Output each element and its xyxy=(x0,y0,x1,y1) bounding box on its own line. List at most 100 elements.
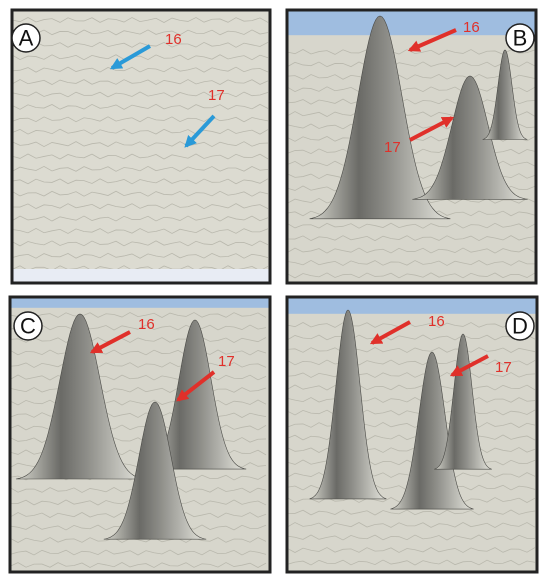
texture xyxy=(12,79,269,85)
texture xyxy=(287,285,535,290)
texture xyxy=(10,412,267,418)
peak-label: 16 xyxy=(165,31,182,48)
surface xyxy=(10,297,270,572)
texture xyxy=(10,399,267,406)
texture xyxy=(287,61,536,68)
panel-border xyxy=(285,295,539,574)
texture xyxy=(287,509,536,516)
texture xyxy=(12,128,269,135)
surface-bg xyxy=(12,10,270,283)
texture xyxy=(10,312,267,318)
panel-letter: B xyxy=(513,26,528,51)
surface xyxy=(287,297,537,572)
panel-letter-badge xyxy=(13,311,43,341)
texture xyxy=(12,41,269,48)
texture xyxy=(287,359,536,366)
peak-label: 16 xyxy=(428,313,445,330)
peak xyxy=(434,333,492,470)
texture xyxy=(287,384,536,391)
texture xyxy=(287,98,536,105)
peak xyxy=(15,313,145,480)
texture xyxy=(12,66,269,73)
arrow xyxy=(176,370,216,402)
texture xyxy=(12,240,269,247)
peak-label: 17 xyxy=(218,353,235,370)
texture xyxy=(287,397,536,403)
arrow xyxy=(184,114,216,148)
panel: C 16 17 xyxy=(8,295,272,574)
peak xyxy=(482,49,528,140)
panel-letter-badge xyxy=(11,23,41,53)
texture xyxy=(287,559,536,566)
texture xyxy=(287,272,536,279)
texture xyxy=(12,215,269,222)
surface-far xyxy=(287,313,537,572)
panel-letter: D xyxy=(512,314,528,339)
texture xyxy=(12,116,269,123)
texture xyxy=(12,17,269,23)
arrow xyxy=(369,320,411,345)
panel: B 16 17 xyxy=(285,8,538,290)
texture xyxy=(12,203,269,210)
floor xyxy=(12,269,270,283)
texture xyxy=(287,235,536,242)
texture xyxy=(287,73,536,80)
texture xyxy=(287,247,536,254)
peak-label: 17 xyxy=(208,87,225,104)
surface xyxy=(12,10,270,283)
arrow xyxy=(449,354,489,377)
texture xyxy=(12,103,269,110)
texture xyxy=(287,409,536,416)
panel-letter-badge xyxy=(505,311,535,341)
texture xyxy=(10,362,267,368)
panel-letter: C xyxy=(20,314,36,339)
peak xyxy=(309,15,451,220)
arrow xyxy=(407,28,457,52)
peak xyxy=(390,351,474,510)
texture xyxy=(10,337,267,343)
texture xyxy=(287,347,536,353)
panel-border xyxy=(10,8,272,285)
texture xyxy=(12,29,269,36)
texture xyxy=(287,422,536,428)
panel-border xyxy=(285,8,538,285)
texture xyxy=(287,434,536,441)
texture xyxy=(287,472,536,478)
texture xyxy=(287,522,536,528)
texture xyxy=(287,86,536,93)
texture xyxy=(287,459,536,466)
panel-letter-badge xyxy=(505,23,535,53)
texture xyxy=(12,165,269,172)
peak-label: 16 xyxy=(138,316,155,333)
peak-label: 17 xyxy=(384,139,401,156)
panel: D 16 17 xyxy=(285,295,539,574)
texture xyxy=(287,447,536,453)
arrow xyxy=(109,44,152,70)
texture xyxy=(10,549,267,556)
texture xyxy=(12,252,269,259)
texture xyxy=(12,190,269,197)
arrow xyxy=(89,330,131,354)
texture xyxy=(287,322,536,328)
texture xyxy=(12,265,269,272)
panel-letter: A xyxy=(19,26,34,51)
texture xyxy=(287,534,536,541)
peak xyxy=(412,75,528,200)
texture xyxy=(12,141,269,148)
texture xyxy=(12,153,269,160)
panel-border xyxy=(8,295,272,574)
texture xyxy=(287,222,536,229)
surface xyxy=(287,10,536,290)
texture xyxy=(287,260,536,266)
texture xyxy=(10,324,267,331)
texture xyxy=(10,424,267,431)
peak-label: 17 xyxy=(495,359,512,376)
peak xyxy=(309,309,387,500)
texture xyxy=(287,111,536,117)
texture xyxy=(12,178,269,185)
peak-label: 16 xyxy=(463,19,480,36)
texture xyxy=(287,372,536,378)
texture xyxy=(10,387,267,393)
texture xyxy=(10,374,267,381)
